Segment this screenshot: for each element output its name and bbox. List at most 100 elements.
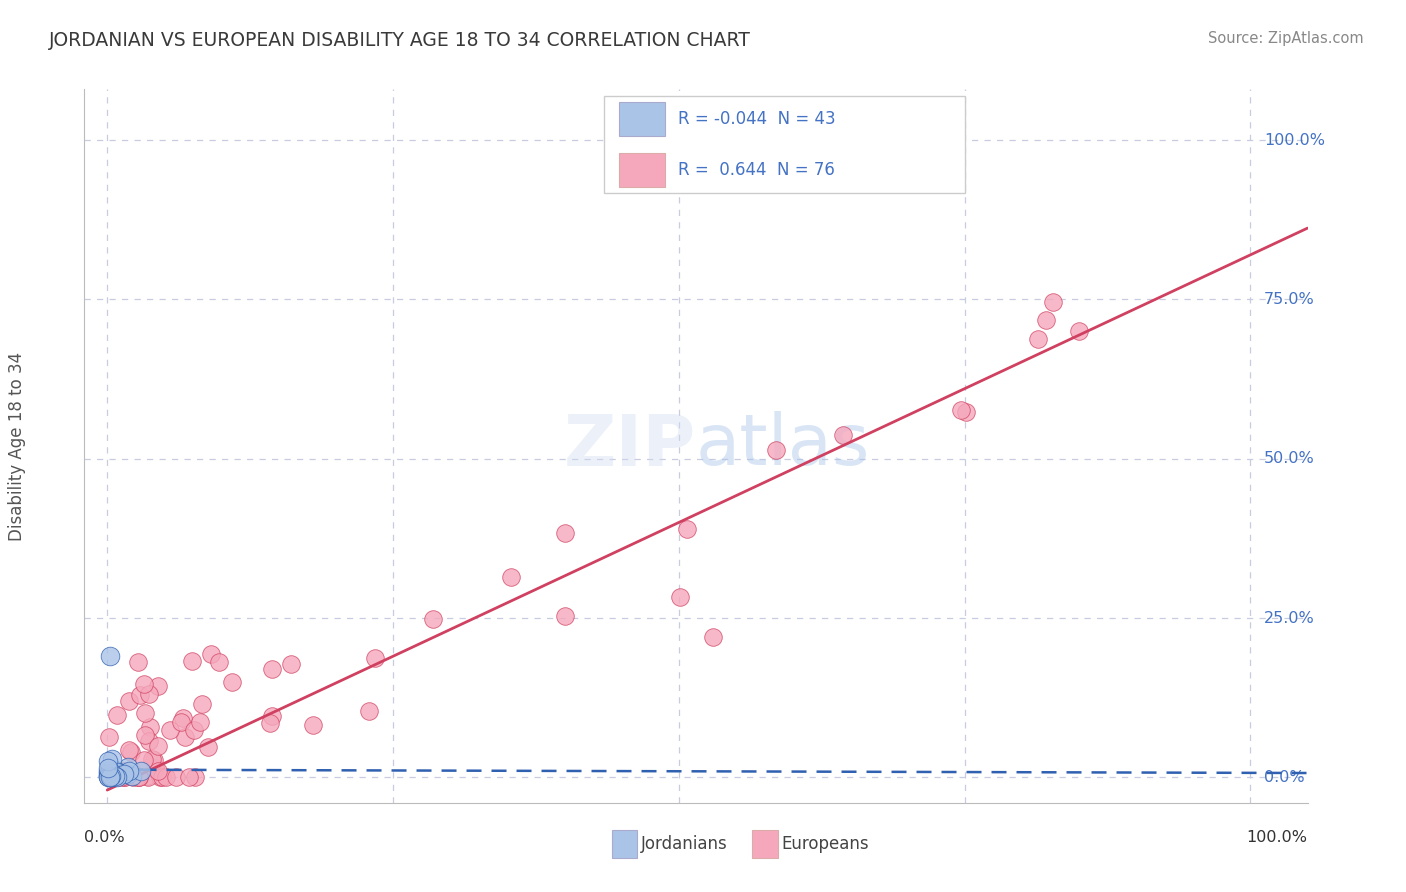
Point	[100, 752, 122, 766]
Point	[107, 764, 129, 779]
Point	[765, 442, 787, 457]
Point	[98, 769, 121, 783]
Point	[146, 739, 169, 753]
Point	[111, 764, 134, 778]
Point	[97, 755, 120, 769]
Point	[1067, 324, 1090, 338]
Point	[950, 403, 973, 417]
Point	[302, 717, 325, 731]
Point	[134, 706, 156, 720]
Point	[97, 761, 120, 775]
Point	[112, 770, 135, 784]
Point	[98, 768, 121, 782]
Text: 75.0%: 75.0%	[1264, 292, 1315, 307]
Point	[98, 770, 121, 784]
Point	[1042, 295, 1064, 310]
Point	[128, 770, 150, 784]
Point	[101, 770, 124, 784]
Point	[100, 769, 122, 783]
Point	[97, 764, 120, 778]
Point	[197, 739, 219, 754]
Point	[129, 688, 152, 702]
Point	[364, 651, 387, 665]
Point	[98, 770, 121, 784]
Point	[149, 770, 172, 784]
Text: 0.0%: 0.0%	[1264, 770, 1305, 785]
Point	[165, 770, 187, 784]
Point	[155, 770, 177, 784]
Bar	[619, 153, 665, 187]
Point	[262, 662, 284, 676]
Point	[554, 526, 576, 541]
Point	[146, 679, 169, 693]
Point	[101, 769, 124, 783]
Point	[132, 677, 155, 691]
Point	[127, 770, 149, 784]
Point	[138, 770, 160, 784]
Point	[103, 768, 125, 782]
Point	[107, 767, 129, 781]
Point	[97, 769, 120, 783]
Point	[174, 730, 197, 744]
Point	[702, 630, 724, 644]
Text: JORDANIAN VS EUROPEAN DISABILITY AGE 18 TO 34 CORRELATION CHART: JORDANIAN VS EUROPEAN DISABILITY AGE 18 …	[49, 31, 751, 50]
Point	[172, 711, 194, 725]
Point	[183, 723, 205, 738]
Point	[98, 649, 121, 664]
Text: 100.0%: 100.0%	[1247, 830, 1308, 845]
Text: R = -0.044  N = 43: R = -0.044 N = 43	[678, 111, 835, 128]
Point	[104, 764, 127, 778]
Point	[127, 655, 149, 669]
Point	[676, 522, 699, 536]
Point	[1026, 332, 1049, 346]
Point	[280, 657, 302, 672]
Point	[117, 764, 139, 778]
Point	[955, 405, 977, 419]
Point	[139, 720, 162, 734]
Point	[97, 770, 120, 784]
Text: R =  0.644  N = 76: R = 0.644 N = 76	[678, 161, 835, 178]
Text: 50.0%: 50.0%	[1264, 451, 1315, 467]
Point	[177, 770, 200, 784]
Bar	[619, 102, 665, 136]
Point	[117, 760, 139, 774]
Point	[101, 770, 124, 784]
Point	[110, 767, 132, 781]
Point	[107, 764, 129, 779]
Text: Jordanians: Jordanians	[641, 835, 728, 853]
Point	[118, 694, 141, 708]
Point	[200, 647, 222, 661]
Point	[832, 428, 855, 442]
Text: Source: ZipAtlas.com: Source: ZipAtlas.com	[1208, 31, 1364, 46]
Point	[105, 770, 128, 784]
Point	[422, 612, 444, 626]
Point	[184, 770, 207, 784]
Point	[357, 704, 380, 718]
Point	[107, 767, 129, 781]
Point	[100, 765, 122, 780]
Point	[97, 730, 120, 744]
Point	[143, 761, 166, 775]
Point	[181, 654, 204, 668]
Point	[101, 768, 124, 782]
Point	[110, 770, 132, 784]
Point	[120, 745, 142, 759]
Point	[98, 769, 121, 783]
Text: ZIP: ZIP	[564, 411, 696, 481]
Point	[159, 723, 181, 737]
Point	[128, 770, 150, 784]
Point	[259, 716, 281, 731]
Point	[138, 734, 160, 748]
Text: 100.0%: 100.0%	[1264, 133, 1324, 148]
Point	[150, 770, 173, 784]
Point	[170, 714, 193, 729]
Text: Disability Age 18 to 34: Disability Age 18 to 34	[8, 351, 27, 541]
Point	[260, 708, 283, 723]
Point	[143, 762, 166, 776]
Point	[138, 687, 160, 701]
Point	[142, 752, 165, 766]
Point	[98, 769, 121, 783]
Point	[103, 768, 125, 782]
Point	[118, 743, 141, 757]
Point	[208, 655, 231, 669]
